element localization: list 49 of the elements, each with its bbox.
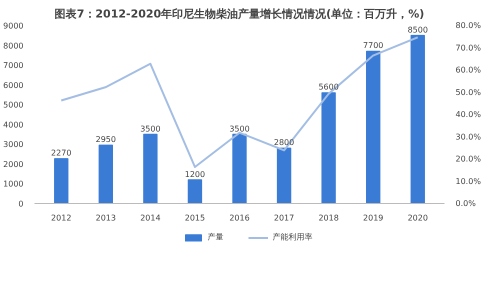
data-label: 5600	[318, 82, 339, 92]
bar	[366, 50, 380, 204]
y-tick-label: 3000	[3, 140, 24, 150]
data-label: 2270	[51, 148, 72, 158]
data-label: 2800	[274, 138, 294, 148]
y-tick-label: 0	[18, 200, 24, 208]
data-label: 3500	[229, 124, 250, 134]
data-label: 1200	[184, 170, 206, 179]
legend-label: 产能利用率	[272, 232, 312, 242]
x-tick-label: 2012	[51, 214, 72, 222]
chart-title: 图表7：2012-2020年印尼生物柴油产量增长情况情况(单位：百万升，%)	[54, 8, 424, 20]
bar	[232, 134, 247, 204]
y2-tick-label: 80.0%	[456, 21, 482, 30]
y2-tick-label: 20.0%	[456, 154, 482, 164]
x-tick-label: 2015	[184, 214, 206, 222]
x-tick-label: 2014	[140, 214, 161, 222]
y-tick-label: 2000	[3, 160, 24, 169]
x-tick-label: 2020	[408, 214, 428, 222]
bar	[276, 148, 292, 204]
y-tick-label: 9000	[3, 22, 24, 30]
x-tick-label: 2017	[274, 214, 294, 222]
y-tick-label: 5000	[3, 100, 24, 110]
y2-tick-label: 10.0%	[456, 176, 482, 186]
y2-tick-label: 70.0%	[456, 43, 482, 52]
y-tick-label: 8000	[3, 41, 24, 50]
data-label: 3500	[140, 124, 161, 134]
x-tick-label: 2018	[318, 214, 339, 222]
y2-tick-label: 40.0%	[456, 110, 482, 119]
y-tick-label: 1000	[3, 180, 24, 189]
x-tick-label: 2013	[96, 214, 116, 222]
data-label: 7700	[363, 41, 384, 50]
y2-tick-label: 50.0%	[456, 88, 482, 97]
bar	[98, 144, 113, 204]
y-tick-label: 7000	[3, 61, 24, 70]
y2-tick-label: 0.0%	[456, 199, 476, 208]
legend-label: 产量	[208, 232, 224, 242]
y2-tick-label: 30.0%	[456, 132, 482, 142]
bar	[54, 158, 68, 204]
bar	[143, 134, 158, 204]
x-tick-label: 2016	[229, 214, 250, 222]
y2-tick-label: 60.0%	[456, 66, 482, 74]
data-label: 2950	[96, 135, 116, 144]
y-tick-label: 6000	[3, 80, 24, 90]
bar	[188, 179, 202, 204]
x-tick-label: 2019	[363, 214, 384, 222]
y-tick-label: 4000	[3, 120, 24, 130]
bar	[410, 34, 425, 204]
data-label: 8500	[408, 25, 428, 34]
bar	[321, 92, 336, 204]
